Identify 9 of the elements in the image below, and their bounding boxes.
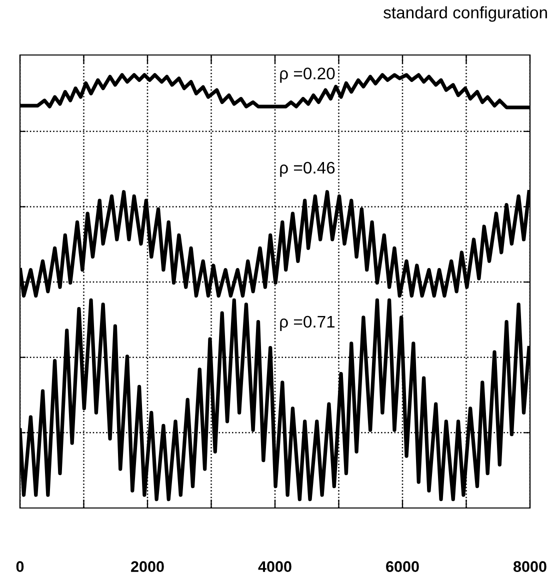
- x-tick-label: 4000: [258, 561, 292, 572]
- chart-title: standard configuration: [384, 6, 547, 22]
- annotation: ρ =0.20: [280, 68, 335, 83]
- x-tick-label: 6000: [386, 561, 419, 572]
- x-tick-label: 2000: [131, 561, 164, 572]
- x-tick-label: 8000: [513, 561, 546, 572]
- annotation: ρ =0.46: [280, 162, 335, 177]
- annotation: ρ =0.71: [280, 316, 335, 331]
- x-tick-label: 0: [16, 561, 24, 572]
